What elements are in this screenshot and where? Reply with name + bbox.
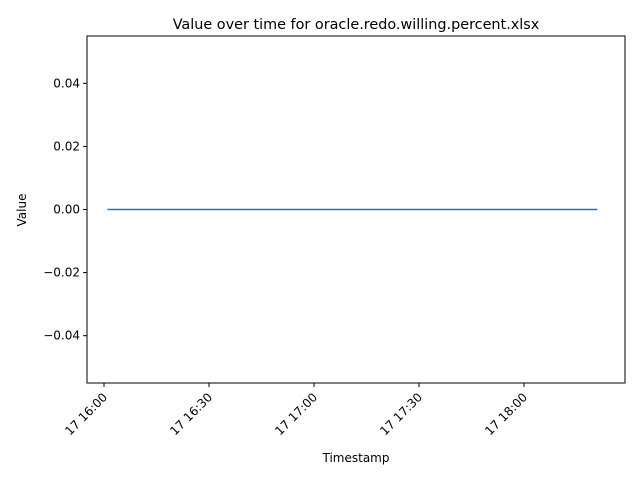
chart-title: Value over time for oracle.redo.willing.… [173, 17, 540, 33]
x-axis: 17 16:00 17 16:30 17 17:00 17 17:30 17 18:00 [62, 383, 530, 438]
y-tick-label: 0.00 [53, 203, 80, 217]
y-tick-label: −0.04 [43, 329, 80, 343]
x-tick-label: 17 18:00 [482, 390, 530, 438]
y-axis: 0.04 0.02 0.00 −0.02 −0.04 [43, 76, 87, 343]
y-tick-label: 0.04 [53, 76, 80, 90]
x-tick-label: 17 17:00 [272, 390, 320, 438]
x-tick-label: 17 16:30 [167, 390, 215, 438]
x-tick-label: 17 17:30 [377, 390, 425, 438]
y-tick-label: −0.02 [43, 266, 80, 280]
x-axis-label: Timestamp [322, 451, 390, 465]
y-tick-label: 0.02 [53, 139, 80, 153]
x-tick-label: 17 16:00 [62, 390, 110, 438]
y-axis-label: Value [15, 194, 29, 227]
